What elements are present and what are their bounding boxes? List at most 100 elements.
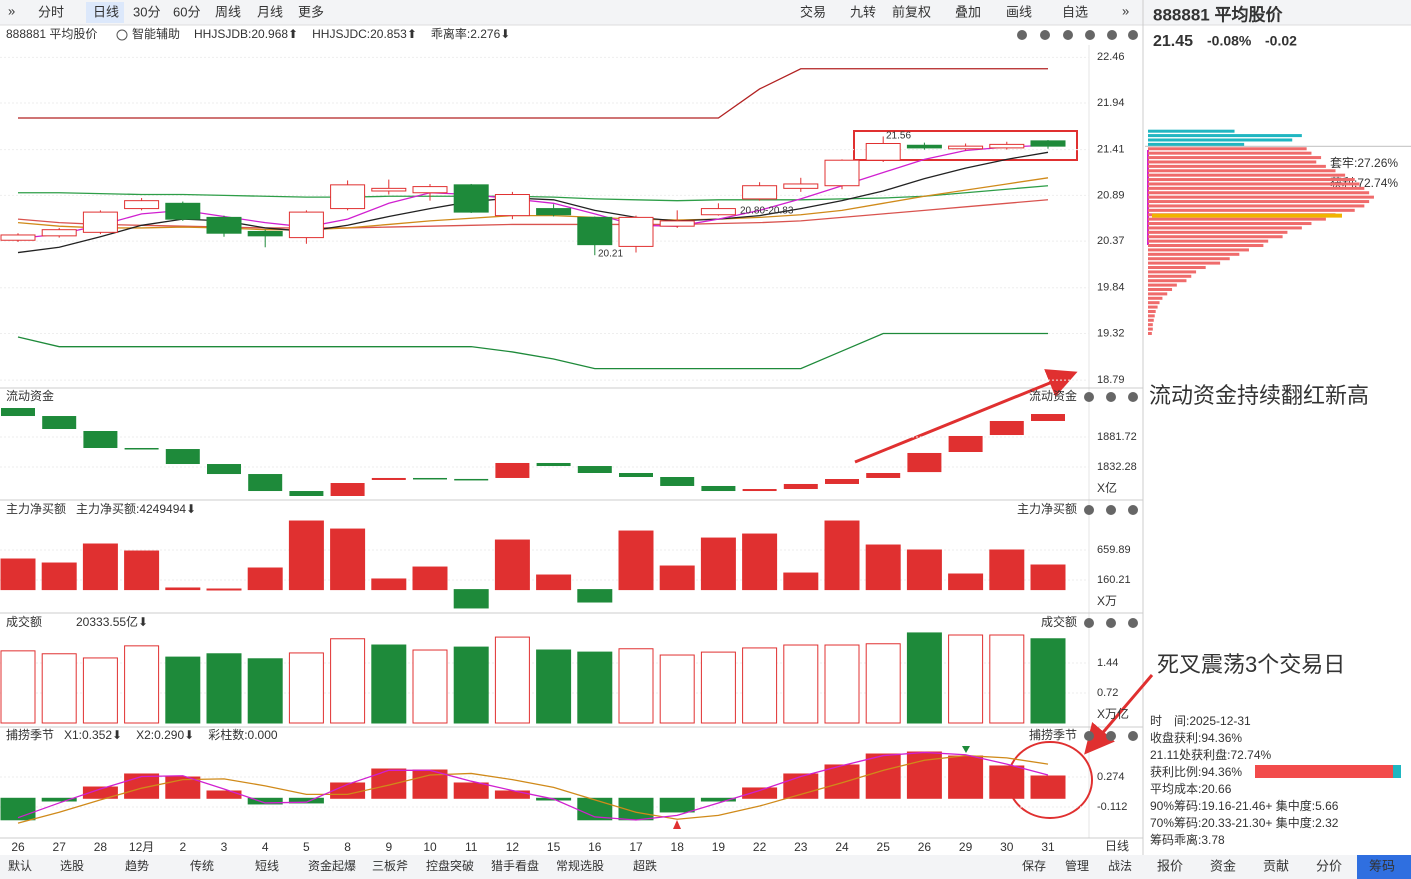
candle-body bbox=[412, 186, 448, 194]
x-tick-label: 29 bbox=[959, 840, 973, 854]
bottom-tab[interactable]: 常规选股 bbox=[556, 858, 604, 873]
panel-icon[interactable] bbox=[1128, 392, 1138, 402]
bottom-tab[interactable]: 超跌 bbox=[633, 858, 657, 873]
bar bbox=[124, 550, 160, 591]
legend-entry: 彩柱数:0.000 bbox=[208, 727, 278, 742]
bar bbox=[453, 782, 489, 799]
bottom-tab[interactable]: 传统 bbox=[190, 858, 214, 873]
panel-icon[interactable] bbox=[1084, 731, 1094, 741]
bar bbox=[247, 658, 283, 724]
bottom-tab[interactable]: 选股 bbox=[60, 859, 84, 873]
right-tab[interactable]: 筹码 bbox=[1369, 858, 1395, 873]
panel-icon[interactable] bbox=[1106, 392, 1116, 402]
panel-icon[interactable] bbox=[1017, 30, 1027, 40]
toolbar-item[interactable]: 九转 bbox=[850, 4, 876, 19]
legend-entry: HHJSJDC:20.853⬆ bbox=[312, 27, 417, 41]
bottom-tab[interactable]: 默认 bbox=[8, 858, 32, 873]
toolbar-item[interactable]: 叠加 bbox=[955, 4, 981, 19]
panel-icon[interactable] bbox=[1128, 505, 1138, 515]
bar bbox=[906, 632, 942, 724]
x-tick-label: 12月 bbox=[129, 840, 154, 854]
panel-icon[interactable] bbox=[1106, 618, 1116, 628]
panel-icon[interactable] bbox=[1106, 505, 1116, 515]
right-tab[interactable]: 资金 bbox=[1210, 858, 1236, 873]
bottom-button[interactable]: 战法 bbox=[1108, 859, 1132, 873]
panel-icon[interactable] bbox=[1040, 30, 1050, 40]
right-tab[interactable]: 报价 bbox=[1157, 858, 1183, 873]
bottom-tab[interactable]: 短线 bbox=[255, 859, 279, 873]
bar bbox=[206, 790, 242, 799]
toolbar-item[interactable]: 更多 bbox=[298, 4, 324, 19]
panel-icon[interactable] bbox=[1084, 392, 1094, 402]
bottom-button[interactable]: 管理 bbox=[1065, 858, 1089, 873]
toolbar-item[interactable]: 月线 bbox=[257, 4, 283, 19]
toolbar-item[interactable]: 分时 bbox=[38, 4, 64, 19]
bottom-tab[interactable]: 趋势 bbox=[125, 859, 149, 873]
toolbar-item[interactable]: 60分 bbox=[173, 4, 200, 19]
x-tick-label: 10 bbox=[423, 840, 437, 854]
chip-bar bbox=[1148, 274, 1192, 278]
y-tick-label: 0.72 bbox=[1097, 687, 1118, 699]
chip-bar bbox=[1148, 186, 1365, 190]
assist-icon[interactable] bbox=[116, 29, 128, 41]
toolbar-item[interactable]: 交易 bbox=[800, 4, 826, 19]
bar bbox=[906, 751, 942, 799]
bar bbox=[494, 790, 530, 799]
candle-body bbox=[82, 211, 118, 233]
profit-ratio-bar bbox=[1255, 765, 1393, 778]
panel-icon[interactable] bbox=[1063, 30, 1073, 40]
x-tick-label: 31 bbox=[1041, 840, 1055, 854]
y-tick-label: 1832.28 bbox=[1097, 461, 1137, 473]
flow-box bbox=[413, 477, 447, 480]
candle-body bbox=[618, 216, 654, 247]
y-tick-label: 18.79 bbox=[1097, 374, 1125, 386]
chip-stat: 70%筹码:20.33-21.30+ 集中度:2.32 bbox=[1150, 815, 1339, 830]
toolbar-item[interactable]: 前复权 bbox=[892, 4, 931, 19]
indicator-line bbox=[18, 185, 1049, 202]
bottom-button[interactable]: 保存 bbox=[1022, 859, 1046, 873]
toolbar-item[interactable]: 自选 bbox=[1062, 4, 1088, 19]
panel-icon[interactable] bbox=[1107, 30, 1117, 40]
chip-bar bbox=[1148, 270, 1197, 274]
toolbar-item[interactable]: 日线 bbox=[93, 4, 119, 19]
chip-bar bbox=[1148, 208, 1355, 212]
x-tick-label: 27 bbox=[53, 840, 67, 854]
panel-icon[interactable] bbox=[1128, 618, 1138, 628]
x-tick-label: 15 bbox=[547, 840, 561, 854]
bar bbox=[742, 533, 778, 591]
x-tick-label: 28 bbox=[94, 840, 108, 854]
panel-icon[interactable] bbox=[1085, 30, 1095, 40]
bar bbox=[124, 645, 160, 724]
flow-box bbox=[989, 420, 1024, 436]
indicator-line bbox=[17, 199, 1049, 229]
bar bbox=[206, 653, 242, 724]
legend-entry: 乖离率:2.276⬇ bbox=[431, 26, 510, 41]
bottom-tab[interactable]: 资金起爆 bbox=[308, 858, 356, 873]
collapse-icon[interactable]: » bbox=[1122, 3, 1129, 18]
candle-body bbox=[247, 230, 283, 237]
panel-icon[interactable] bbox=[1084, 618, 1094, 628]
x-tick-label: 9 bbox=[385, 840, 392, 854]
toolbar-item[interactable]: 周线 bbox=[215, 4, 241, 19]
right-tab[interactable]: 分价 bbox=[1316, 858, 1342, 873]
chip-bar bbox=[1148, 200, 1370, 204]
right-tab[interactable]: 贡献 bbox=[1263, 858, 1289, 873]
panel-icon[interactable] bbox=[1128, 731, 1138, 741]
panel-icon[interactable] bbox=[1084, 505, 1094, 515]
toolbar-item[interactable]: 画线 bbox=[1006, 4, 1032, 19]
panel-icon[interactable] bbox=[1128, 30, 1138, 40]
bottom-tab[interactable]: 猎手看盘 bbox=[491, 858, 539, 873]
candle-body bbox=[824, 159, 860, 187]
panel-icon[interactable] bbox=[1106, 731, 1116, 741]
bottom-tab[interactable]: 控盘突破 bbox=[426, 858, 474, 873]
flow-box bbox=[783, 483, 818, 490]
toolbar-item[interactable]: 30分 bbox=[133, 4, 160, 19]
legend-entry: 20333.55亿⬇ bbox=[76, 614, 148, 629]
bar bbox=[165, 776, 201, 799]
bar bbox=[412, 566, 448, 591]
bottom-tab[interactable]: 三板斧 bbox=[372, 859, 408, 873]
bar bbox=[906, 549, 942, 591]
collapse-icon[interactable]: » bbox=[8, 3, 15, 18]
chip-bar bbox=[1148, 204, 1365, 208]
